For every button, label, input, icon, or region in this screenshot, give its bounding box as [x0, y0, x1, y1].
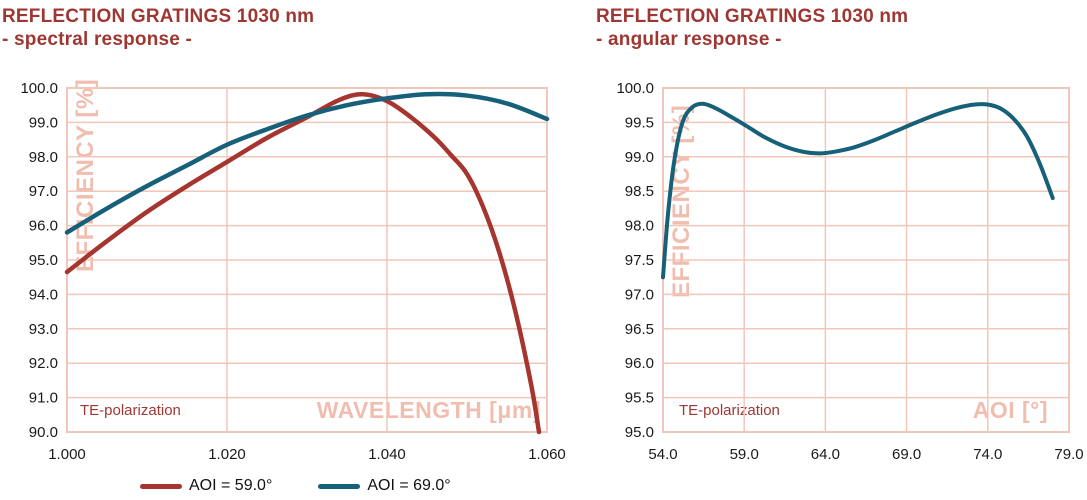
- spectral-subtitle-line: - spectral response -: [2, 29, 193, 50]
- legend-label-aoi-59: AOI = 59.0°: [189, 477, 273, 494]
- legend: AOI = 59.0° AOI = 69.0°: [140, 477, 451, 495]
- spectral-x-axis-label: WAVELENGTH [μm]: [316, 397, 541, 423]
- spectral-title-line: REFLECTION GRATINGS 1030 nm: [2, 6, 315, 27]
- angular-title-line: REFLECTION GRATINGS 1030 nm: [596, 6, 909, 27]
- angular-chart-title: REFLECTION GRATINGS 1030 nm - angular re…: [596, 5, 908, 51]
- legend-swatch-red-line: [140, 483, 182, 489]
- legend-item-aoi-69: AOI = 69.0°: [318, 477, 451, 495]
- spectral-y-axis-label: EFFICIENCY [%]: [72, 78, 99, 272]
- angular-subtitle-line: - angular response -: [596, 29, 782, 50]
- legend-item-aoi-59: AOI = 59.0°: [140, 477, 272, 495]
- legend-swatch-teal-line: [318, 483, 361, 489]
- spectral-polarization-note: TE-polarization: [80, 402, 181, 419]
- angular-x-axis-label: AOI [°]: [972, 397, 1048, 423]
- spectral-chart-title: REFLECTION GRATINGS 1030 nm - spectral r…: [2, 5, 314, 51]
- angular-y-axis-label: EFFICIENCY [%]: [668, 104, 695, 298]
- angular-polarization-note: TE-polarization: [679, 402, 780, 419]
- legend-label-aoi-69: AOI = 69.0°: [367, 477, 451, 494]
